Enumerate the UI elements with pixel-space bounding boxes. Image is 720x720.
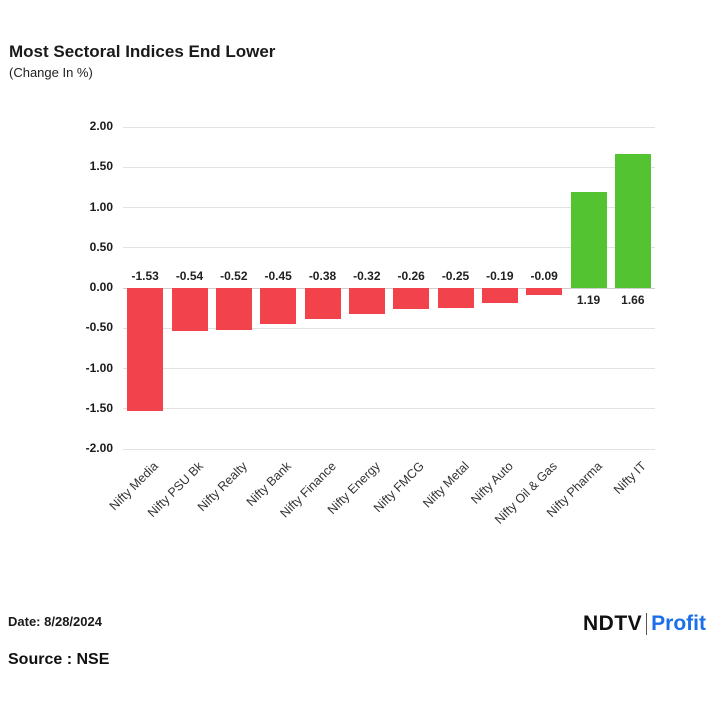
gridline — [123, 408, 655, 410]
gridline — [123, 327, 655, 329]
y-axis-tick-label: -0.50 — [85, 320, 113, 335]
gridline — [123, 368, 655, 369]
bar-value-label: -0.19 — [486, 269, 514, 283]
bar-nifty-media — [127, 288, 164, 412]
bar-nifty-it — [614, 154, 651, 288]
bar-value-label: -0.54 — [175, 269, 204, 283]
bar-nifty-fmcg — [393, 288, 430, 309]
y-axis-tick-label: -2.00 — [85, 441, 113, 455]
bar-nifty-pharma — [570, 192, 607, 288]
chart-title: Most Sectoral Indices End Lower — [9, 42, 276, 61]
bar-value-label: -1.53 — [131, 269, 159, 283]
gridline — [123, 247, 655, 249]
gridline — [123, 207, 655, 208]
ndtv-logo-text: NDTV — [583, 612, 643, 635]
bar-value-label: -0.32 — [353, 269, 381, 283]
bar-nifty-energy — [348, 288, 385, 314]
profit-logo-text: Profit — [651, 612, 706, 635]
y-axis-tick-label: -1.00 — [85, 360, 113, 375]
bar-value-label: -0.09 — [530, 269, 558, 283]
y-axis-tick-label: 0.50 — [89, 239, 113, 254]
bar-value-label: -0.45 — [264, 269, 292, 283]
bar-nifty-bank — [260, 288, 297, 325]
gridline — [123, 166, 655, 168]
bar-chart-plot-area: 2.00 1.50 1.00 0.50 0.00 -0.50 -1.00 -1.50 -2.00… — [86, 119, 655, 527]
x-axis-category-label: Nifty Metal — [419, 459, 472, 511]
bar-value-label: -0.38 — [308, 269, 337, 283]
chart-subtitle: (Change In %) — [9, 65, 93, 80]
y-axis-tick-label: -1.50 — [85, 400, 113, 415]
gridline — [123, 126, 655, 128]
bar-value-label: -0.25 — [441, 269, 470, 283]
source-label: Source : NSE — [8, 651, 110, 668]
x-axis-category-label: Nifty IT — [610, 459, 649, 497]
bar-value-label: -0.26 — [397, 269, 425, 283]
bar-nifty-oil-gas — [526, 288, 563, 296]
bar-nifty-finance — [304, 288, 341, 319]
bar-nifty-psu-bk — [171, 288, 208, 332]
gridline — [123, 287, 655, 289]
bar-nifty-realty — [215, 288, 252, 330]
date-label: Date: 8/28/2024 — [8, 614, 102, 629]
logo-divider — [646, 613, 648, 635]
bar-value-label: 1.66 — [621, 293, 645, 307]
bar-value-label: 1.19 — [576, 293, 601, 307]
bar-nifty-auto — [481, 288, 518, 304]
y-axis-tick-label: 2.00 — [89, 119, 113, 133]
gridline — [123, 448, 655, 450]
y-axis-tick-label: 1.00 — [89, 199, 113, 214]
y-axis-tick-label: 1.50 — [89, 159, 113, 174]
y-axis-tick-label: 0.00 — [89, 280, 113, 294]
bar-value-label: -0.52 — [220, 269, 248, 283]
ndtv-profit-logo: NDTV Profit — [583, 612, 706, 636]
bar-nifty-metal — [437, 288, 474, 309]
